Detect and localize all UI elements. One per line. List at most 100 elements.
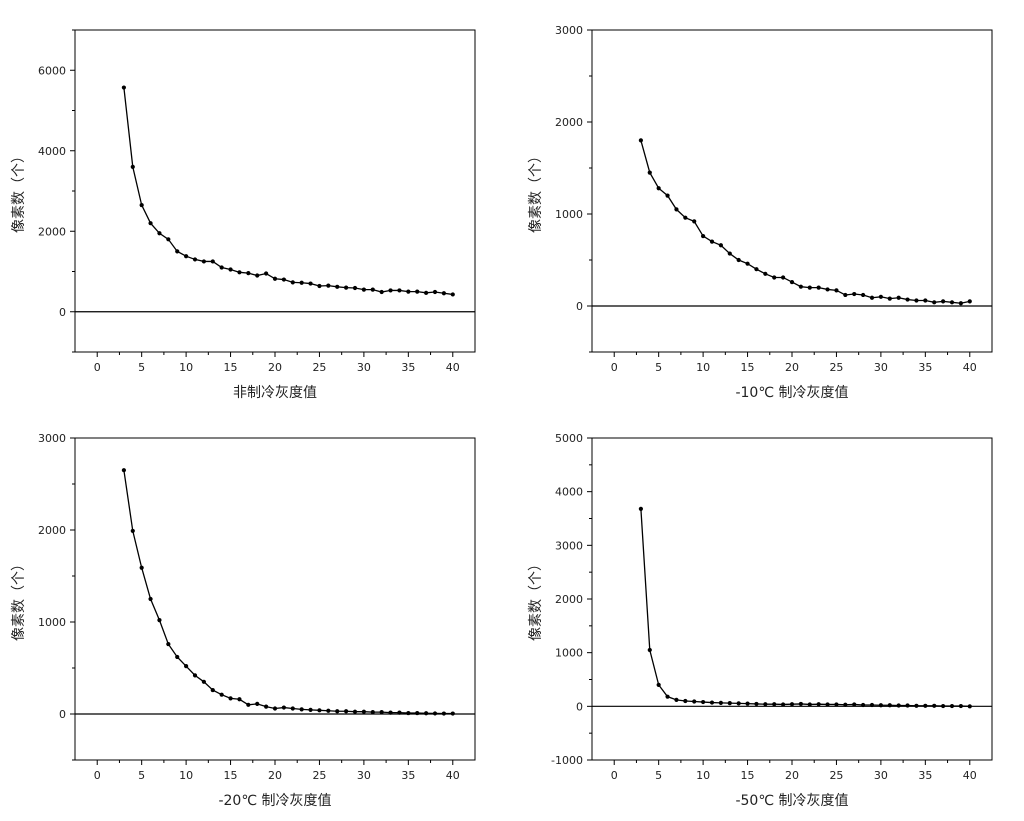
y-axis-title: 像素数（个） [11, 557, 27, 641]
data-point [370, 287, 375, 292]
x-axis-title: 非制冷灰度值 [233, 385, 317, 401]
data-point [683, 698, 688, 704]
data-point [949, 703, 955, 709]
data-point [798, 701, 803, 707]
data-point [335, 284, 340, 289]
data-point [264, 271, 269, 276]
data-point [665, 694, 670, 699]
data-point [656, 682, 661, 687]
data-point [789, 702, 795, 707]
data-point [228, 267, 233, 272]
data-point [388, 710, 393, 715]
data-point [772, 702, 777, 707]
data-point [184, 664, 189, 669]
data-point [701, 233, 706, 239]
x-tick-label: 30 [357, 769, 371, 782]
x-tick-label: 40 [963, 361, 977, 374]
x-tick-label: 35 [401, 361, 415, 374]
data-point [237, 697, 242, 702]
series-line [640, 508, 970, 707]
data-point [184, 254, 189, 259]
data-point [941, 299, 946, 304]
data-point [763, 702, 768, 707]
data-point [656, 186, 661, 191]
data-point [789, 279, 795, 285]
data-point [424, 711, 429, 716]
data-point [932, 300, 937, 305]
x-tick-label: 25 [312, 361, 326, 374]
data-point [210, 259, 215, 264]
x-tick-label: 40 [963, 769, 977, 782]
data-point [887, 296, 892, 301]
data-point [709, 700, 715, 705]
data-point [299, 707, 304, 712]
data-point [450, 292, 455, 297]
x-tick-label: 35 [918, 361, 932, 374]
data-point [843, 292, 848, 298]
y-tick-label: 6000 [38, 64, 66, 77]
data-point [727, 251, 732, 256]
y-tick-label: 1000 [555, 208, 583, 221]
x-tick-label: 40 [446, 769, 460, 782]
data-point [745, 261, 750, 266]
x-tick-label: 25 [829, 769, 843, 782]
data-point [692, 219, 697, 224]
y-tick-label: 1000 [555, 647, 583, 660]
data-point [219, 265, 224, 270]
x-tick-label: 20 [268, 769, 282, 782]
series-line [123, 470, 453, 715]
data-point [281, 277, 286, 282]
y-tick-label: 2000 [555, 116, 583, 129]
data-point [246, 702, 251, 707]
data-point [665, 193, 670, 198]
data-point [290, 706, 295, 711]
data-point [674, 697, 679, 702]
data-point [798, 284, 803, 289]
data-point [397, 710, 402, 715]
data-point [415, 289, 420, 294]
y-tick-label: 0 [576, 700, 583, 713]
data-point [861, 702, 866, 708]
data-point [361, 709, 366, 714]
y-tick-label: -1000 [551, 754, 583, 767]
data-point [264, 704, 269, 709]
data-point [683, 215, 688, 220]
data-point [816, 702, 821, 707]
y-tick-label: 2000 [38, 225, 66, 238]
x-tick-label: 15 [224, 361, 238, 374]
data-point [941, 703, 946, 709]
data-point [807, 702, 812, 707]
x-tick-label: 35 [401, 769, 415, 782]
data-point [272, 706, 278, 711]
data-point [424, 290, 429, 295]
y-tick-label: 4000 [555, 486, 583, 499]
x-tick-label: 20 [785, 361, 799, 374]
y-tick-label: 3000 [555, 539, 583, 552]
x-tick-label: 30 [874, 769, 888, 782]
data-point [736, 701, 741, 706]
y-tick-label: 0 [576, 300, 583, 313]
data-point [834, 702, 839, 707]
data-point [763, 271, 768, 276]
data-point [157, 231, 162, 236]
data-point [228, 696, 233, 701]
chart-panel-2: 0 5 10 15 20 25 30 35 40 0 1000 2000 3000 -10℃ 制冷灰度值 像… [528, 24, 993, 401]
data-point [674, 207, 679, 212]
y-tick-label: 0 [59, 306, 66, 319]
data-point [772, 275, 777, 280]
data-point [246, 271, 251, 276]
data-point [201, 679, 206, 684]
data-point [272, 276, 278, 281]
y-tick-label: 5000 [555, 432, 583, 445]
data-point [406, 289, 411, 294]
data-point [139, 565, 144, 570]
data-point [166, 237, 171, 242]
data-point [852, 702, 857, 707]
data-point [878, 703, 883, 708]
x-tick-label: 5 [138, 769, 145, 782]
y-tick-label: 3000 [38, 432, 66, 445]
data-point [344, 285, 349, 290]
data-point [887, 703, 892, 708]
data-point [432, 711, 438, 716]
